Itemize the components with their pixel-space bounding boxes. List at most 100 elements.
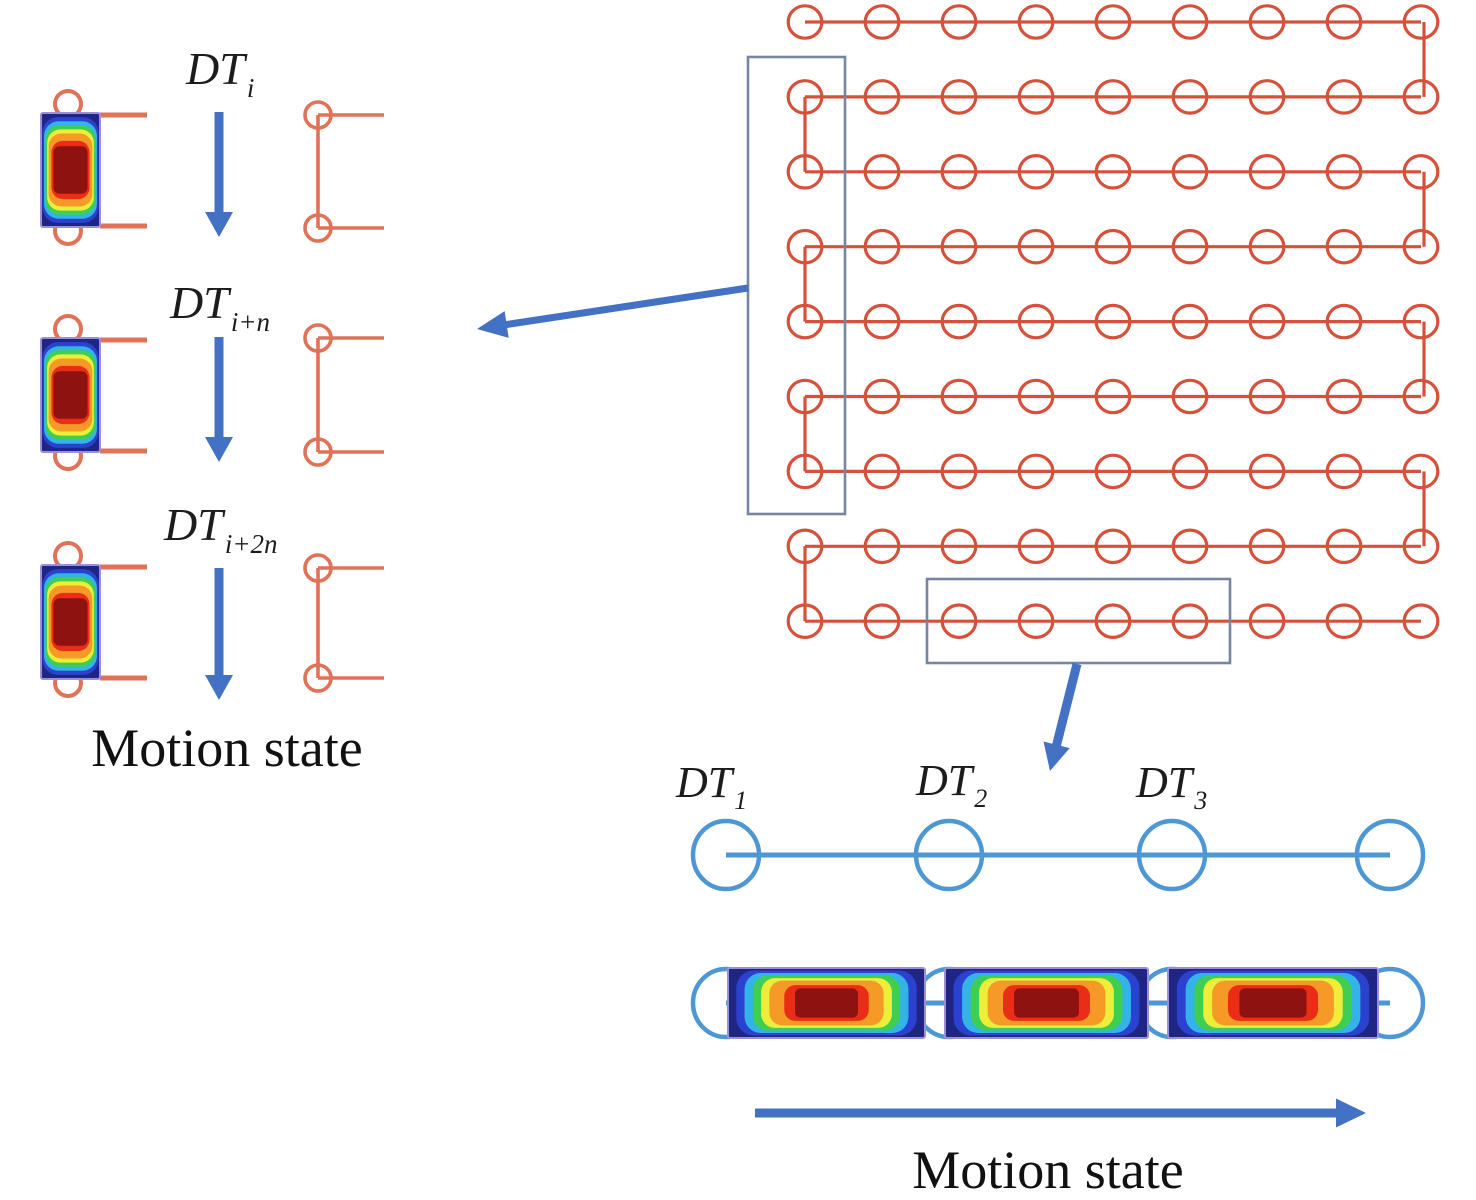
bracket-path — [316, 566, 384, 680]
grid-node — [1094, 4, 1132, 40]
detection-heatmap — [40, 337, 101, 453]
label-dt-2: DT2 — [915, 756, 987, 813]
heatmap-core — [53, 371, 88, 419]
detection-unit-0 — [40, 89, 384, 246]
grid-node — [1171, 154, 1209, 190]
label-dt-1: DT1 — [675, 758, 747, 815]
arrow-head — [205, 437, 233, 462]
grid-node — [1402, 528, 1440, 565]
grid-node — [1171, 79, 1209, 115]
grid-node — [863, 154, 901, 190]
arrow-head — [1336, 1098, 1366, 1128]
label-dt-i-plus-2n: DTi+2n — [163, 499, 278, 559]
bracket-node — [303, 213, 333, 243]
grid-node — [1171, 378, 1209, 415]
grid-node — [1094, 228, 1132, 265]
grid-node — [786, 154, 824, 190]
arrow-head — [205, 675, 233, 700]
heatmap-core — [795, 988, 858, 1018]
detection-heatmap — [40, 564, 101, 680]
grid-node — [863, 4, 901, 40]
grid-node — [1402, 303, 1440, 340]
generated-shapes — [40, 4, 1440, 1128]
grid-node — [940, 453, 978, 490]
heatmap-core — [1014, 988, 1079, 1018]
grid-node — [1094, 303, 1132, 340]
grid-node — [1248, 603, 1286, 640]
heatmap-core — [53, 598, 88, 646]
grid-node — [786, 603, 824, 640]
grid-node — [786, 79, 824, 115]
bottom-motion-state-caption: Motion state — [912, 1140, 1183, 1200]
grid-node — [863, 303, 901, 340]
grid-node — [1325, 453, 1363, 490]
detection-heatmap — [40, 112, 101, 228]
grid-node — [1402, 4, 1440, 40]
left-motion-state-caption: Motion state — [91, 718, 362, 778]
arrow-shaft — [502, 284, 749, 329]
bracket-node — [303, 663, 333, 693]
heatmap-core — [1239, 988, 1307, 1018]
grid-node — [1171, 453, 1209, 490]
label-dt-i: DTi — [185, 43, 254, 103]
grid-node — [1017, 303, 1055, 340]
scan-path-grid — [786, 4, 1440, 640]
grid-node — [1248, 79, 1286, 115]
grid-node — [1017, 453, 1055, 490]
grid-node — [1248, 303, 1286, 340]
grid-node — [1094, 154, 1132, 190]
dt-track — [690, 818, 1426, 892]
zoom-row-arrow-icon — [1043, 662, 1082, 771]
label-dt-3: DT3 — [1135, 758, 1207, 815]
grid-node — [1248, 453, 1286, 490]
grid-node — [1402, 378, 1440, 415]
arrow-head — [1043, 741, 1070, 771]
grid-node — [1248, 4, 1286, 40]
grid-node — [1325, 154, 1363, 190]
grid-node — [940, 603, 978, 640]
grid-node — [786, 453, 824, 490]
grid-node — [1325, 303, 1363, 340]
motion-heatmap — [727, 967, 926, 1039]
grid-node — [1094, 378, 1132, 415]
scan-path — [803, 20, 1426, 623]
grid-node — [786, 228, 824, 265]
motion-direction-arrow-icon — [755, 1098, 1366, 1128]
grid-node — [1017, 378, 1055, 415]
bracket-node — [303, 437, 333, 467]
grid-node — [1248, 228, 1286, 265]
grid-node — [1094, 603, 1132, 640]
grid-node — [940, 154, 978, 190]
grid-node — [1325, 378, 1363, 415]
grid-node — [1094, 528, 1132, 565]
arrow-shaft — [1051, 662, 1082, 750]
grid-node — [1402, 79, 1440, 115]
grid-node — [863, 79, 901, 115]
grid-node — [1017, 154, 1055, 190]
grid-node — [1171, 4, 1209, 40]
grid-node — [1017, 603, 1055, 640]
grid-node — [863, 228, 901, 265]
grid-node — [940, 378, 978, 415]
grid-node — [940, 79, 978, 115]
grid-node — [1402, 228, 1440, 265]
track-node — [690, 818, 762, 892]
motion-heatmap — [1167, 967, 1379, 1039]
grid-node — [786, 303, 824, 340]
heatmap-core — [53, 146, 88, 194]
grid-node — [940, 228, 978, 265]
zoom-column-arrow-icon — [477, 284, 749, 338]
down-arrow-icon — [205, 568, 233, 700]
grid-node — [940, 4, 978, 40]
bracket-node — [303, 323, 333, 353]
grid-node — [1325, 4, 1363, 40]
bracket-node — [303, 553, 333, 583]
grid-node — [1325, 603, 1363, 640]
grid-node — [1017, 79, 1055, 115]
grid-node — [1248, 528, 1286, 565]
grid-node — [786, 4, 824, 40]
down-arrow-icon — [205, 337, 233, 462]
grid-node — [1171, 603, 1209, 640]
